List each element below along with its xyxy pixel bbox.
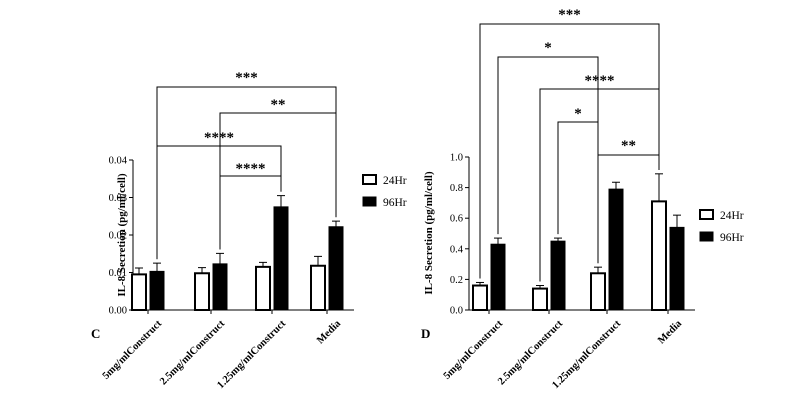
panel-d-significance-label: ***	[558, 7, 581, 23]
panel-c-y-tick-label: 0.04	[109, 156, 128, 167]
panel-d-y-tick-label: 0.0	[450, 306, 463, 317]
panel-d-significance-label: *	[544, 40, 552, 56]
panel-c-legend-label-96hr: 96Hr	[383, 197, 407, 209]
panel-c-bar-5mg-mlconstruct-96hr	[149, 270, 165, 311]
panel-c-significance-label: ****	[204, 130, 234, 146]
panel-d-significance-label: *	[574, 106, 582, 122]
panel-c-significance-bracket: ****	[219, 161, 282, 250]
panel-c-bar-media-24hr	[310, 264, 326, 311]
panel-d-bar-5mg-mlconstruct-24hr	[472, 284, 488, 311]
panel-c-significance-bracket: ****	[156, 130, 282, 260]
panel-d-bracket-line	[497, 56, 599, 264]
panel-d-legend-label-24hr: 24Hr	[720, 210, 744, 222]
panel-c-significance-label: **	[271, 97, 286, 113]
panel-d-legend-label-96hr: 96Hr	[720, 232, 744, 244]
panel-d-bar-2-5mg-mlconstruct-96hr	[550, 240, 566, 311]
panel-d-bracket-line	[539, 88, 660, 282]
panel-d-bar-media-96hr	[669, 226, 685, 311]
panel-d-category-label: Media	[656, 318, 685, 347]
panel-d-legend-swatch-96hr	[699, 231, 714, 242]
panel-c-category-label: 2.5mg/mlConstruct	[158, 318, 227, 387]
panel-c-y-tick-label: 0.02	[109, 231, 127, 242]
panel-d-bar-1-25mg-mlconstruct-24hr	[590, 272, 606, 311]
panel-d-category-label: 5mg/mlConstruct	[442, 318, 506, 382]
panel-c-legend-swatch-96hr	[362, 196, 377, 207]
panel-d-bar-1-25mg-mlconstruct-96hr	[608, 188, 624, 311]
panel-c-bar-5mg-mlconstruct-24hr	[131, 273, 147, 311]
panel-c-bar-2-5mg-mlconstruct-96hr	[212, 263, 228, 311]
panel-d-bar-2-5mg-mlconstruct-24hr	[532, 287, 548, 311]
panel-d-significance-label: **	[621, 138, 636, 154]
panel-c-chart: C IL-8 Secretion (pg/ml/cell) 0.00 0.01 0.…	[91, 70, 407, 391]
panel-c-y-axis-title: IL-8 Secretion (pg/ml/cell)	[116, 173, 128, 297]
panel-c-bracket-line	[156, 145, 282, 260]
panel-d-significance-bracket: ****	[539, 73, 660, 282]
panel-d-chart: D IL-8 Secretion (pg/ml/cell) 0.0 0.2 0.4 0…	[421, 7, 744, 391]
panel-d-y-axis-title: IL-8 Secretion (pg/ml/cell)	[423, 171, 435, 295]
panel-d-bracket-line	[597, 154, 660, 264]
panel-c-significance-label: ***	[235, 70, 258, 86]
panel-d-y-tick-label: 0.6	[450, 214, 463, 225]
panel-d-y-tick-label: 0.8	[450, 183, 463, 194]
panel-c-letter: C	[91, 326, 100, 341]
panel-c-category-label: 1.25mg/mlConstruct	[215, 318, 288, 391]
panel-c-bar-1-25mg-mlconstruct-96hr	[273, 206, 289, 311]
panel-c-category-label: 5mg/mlConstruct	[101, 318, 165, 382]
panel-d-y-tick-label: 0.4	[450, 244, 464, 255]
panel-c-y-tick-label: 0.03	[109, 193, 127, 204]
panel-d-y-tick-label: 0.2	[450, 275, 463, 286]
panel-d-letter: D	[421, 326, 430, 341]
panel-c-bar-media-96hr	[328, 226, 344, 311]
panel-c-y-tick-label: 0.00	[109, 306, 127, 317]
panel-d-significance-bracket: **	[597, 138, 660, 264]
panel-d-legend-swatch-24hr	[699, 209, 714, 220]
panel-d-bar-media-24hr	[651, 200, 667, 311]
panel-d-category-label: 2.5mg/mlConstruct	[496, 318, 565, 387]
panel-d-significance-bracket: *	[497, 40, 599, 264]
panel-c-legend-label-24hr: 24Hr	[383, 175, 407, 187]
panel-d-significance-label: ****	[585, 73, 615, 89]
panel-d-bar-5mg-mlconstruct-96hr	[490, 243, 506, 311]
panel-c-category-label: Media	[315, 318, 344, 347]
panel-c-bar-1-25mg-mlconstruct-24hr	[255, 265, 271, 311]
panel-c-bracket-line	[219, 175, 282, 250]
panel-d-significance-bracket: *	[557, 106, 599, 264]
panel-c-y-tick-label: 0.01	[109, 268, 127, 279]
panel-c-bar-2-5mg-mlconstruct-24hr	[194, 272, 210, 311]
panel-c-significance-label: ****	[236, 161, 266, 177]
panel-c-legend-swatch-24hr	[362, 174, 377, 185]
panel-d-y-tick-label: 1.0	[450, 153, 463, 164]
